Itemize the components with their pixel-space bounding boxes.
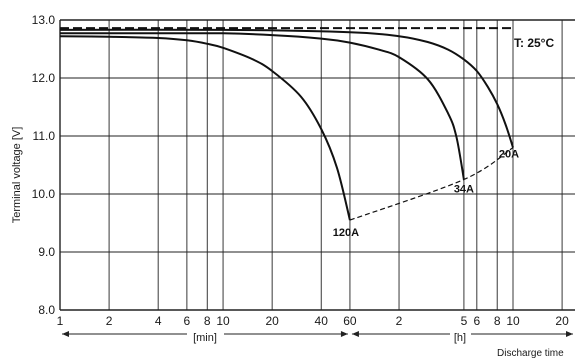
x-unit-hours: [h] [454, 332, 466, 344]
x-tick-label: 2 [106, 314, 113, 328]
grid [59, 19, 575, 311]
labels: 120A 34A 20A [333, 149, 519, 240]
x-tick-label: 6 [473, 314, 480, 328]
curve-120A [59, 35, 351, 221]
y-tick-label: 12.0 [32, 71, 56, 85]
x-tick-label: 4 [155, 314, 162, 328]
x-tick-label: 5 [461, 314, 468, 328]
y-axis-label: Terminal voltage [V] [11, 127, 23, 224]
hours-range-arrow-left [351, 331, 359, 337]
minutes-range-arrow-right [340, 331, 348, 337]
x-tick-label: 20 [555, 314, 569, 328]
x-tick-label: 20 [265, 314, 279, 328]
x-tick-label: 2 [396, 314, 403, 328]
x-unit-minutes: [min] [193, 332, 217, 344]
hours-range-arrow-right [566, 331, 573, 337]
x-tick-label: 10 [216, 314, 230, 328]
y-tick-label: 8.0 [38, 303, 55, 317]
x-axis-label: Discharge time [497, 348, 564, 358]
y-tick-label: 9.0 [38, 245, 55, 259]
x-tick-label: 60 [343, 314, 357, 328]
temperature-label: T: 25°C [514, 36, 554, 50]
end-voltage-dashed-line [349, 147, 514, 221]
y-tick-label: 11.0 [33, 129, 56, 143]
curve-label-20A: 20A [499, 149, 519, 161]
x-tick-label: 10 [506, 314, 520, 328]
x-tick-label: 40 [315, 314, 329, 328]
curve-20A [59, 28, 514, 148]
x-tick-label: 6 [184, 314, 191, 328]
x-tick-label: 1 [57, 314, 64, 328]
x-tick-label: 8 [494, 314, 501, 328]
x-tick-label: 8 [204, 314, 211, 328]
curve-label-120A: 120A [333, 227, 359, 239]
minutes-range-arrow-left [62, 331, 69, 337]
axes: 8.09.010.011.012.013.01 2 4 6 8 10 20 40 60 2 5 6 8 1… [32, 13, 573, 337]
y-tick-label: 10.0 [32, 187, 56, 201]
curve-label-34A: 34A [454, 184, 474, 196]
series-lines [59, 27, 514, 221]
curve-34A [60, 32, 465, 180]
y-tick-label: 13.0 [32, 13, 56, 27]
